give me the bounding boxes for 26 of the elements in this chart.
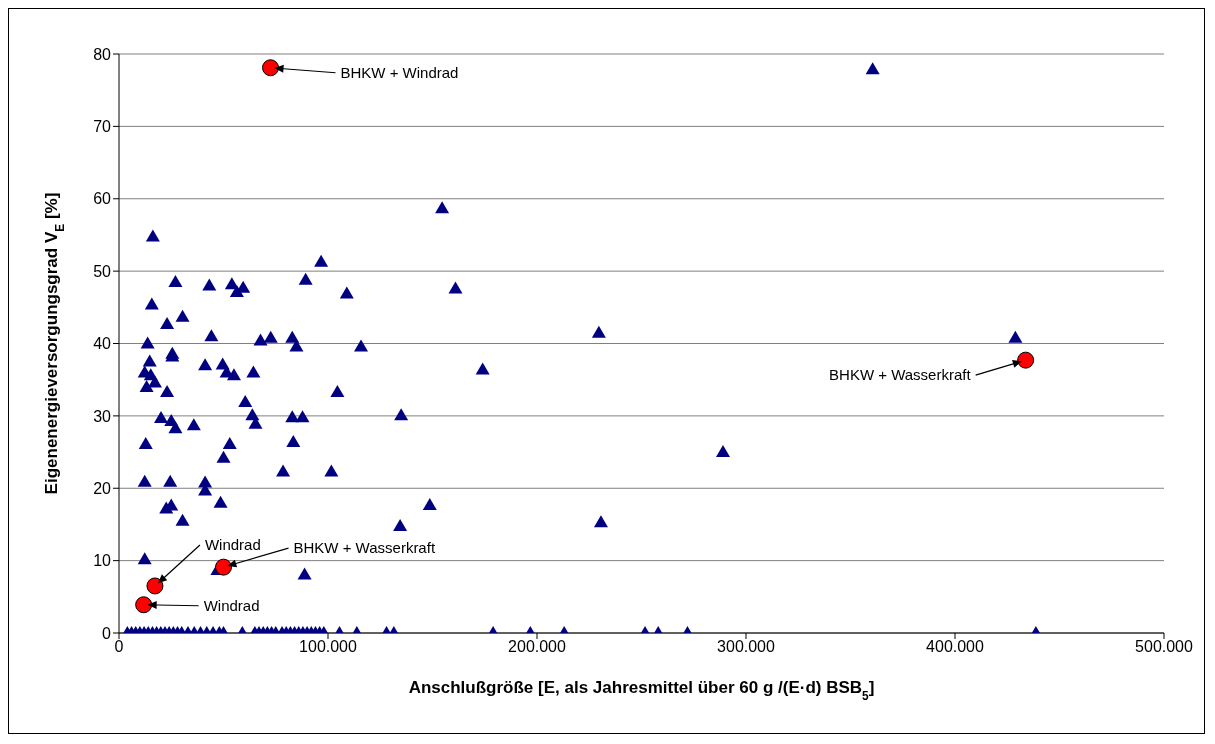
point — [146, 577, 164, 595]
point — [215, 558, 232, 576]
annotation: Windrad — [204, 535, 261, 553]
x-tick-label: 500.000 — [1135, 638, 1194, 656]
x-axis-title: Anschlußgröße [E, als Jahresmittel über 60 g /(E·d) BSB$_{5}$] — [408, 678, 875, 703]
point — [262, 59, 280, 77]
y-tick-label: 40 — [93, 335, 112, 353]
x-tick-label: 300.000 — [717, 638, 776, 656]
y-tick-label: 0 — [102, 624, 112, 642]
annotation: BHKW + Windrad — [340, 63, 459, 81]
y-tick-label: 80 — [93, 45, 112, 63]
y-tick-label: 50 — [93, 262, 112, 280]
x-tick-label: 200.000 — [508, 638, 567, 656]
y-tick-label: 20 — [93, 479, 112, 497]
point — [135, 596, 153, 614]
point — [1017, 351, 1035, 369]
y-tick-label: 30 — [93, 407, 112, 425]
annotation: BHKW + Wasserkraft — [829, 366, 972, 384]
annotation: BHKW + Wasserkraft — [293, 539, 436, 557]
y-tick-label: 60 — [93, 190, 112, 208]
y-tick-label: 70 — [93, 118, 112, 136]
x-tick-label: 100.000 — [299, 638, 358, 656]
x-tick-label: 400.000 — [926, 638, 985, 656]
annotation: Windrad — [203, 596, 260, 614]
y-tick-label: 10 — [93, 552, 112, 570]
x-tick-label: 0 — [114, 638, 124, 656]
